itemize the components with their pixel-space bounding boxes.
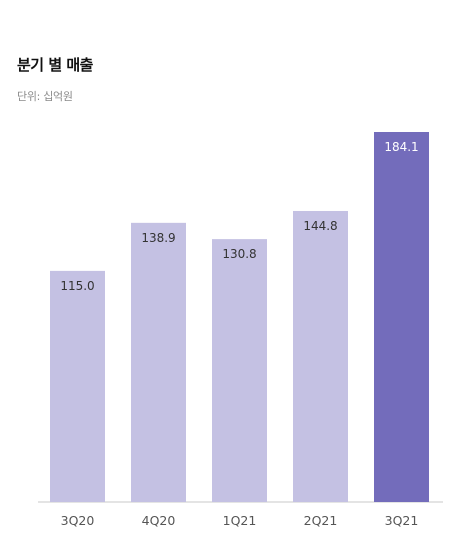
value-label-4Q20: 138.9 bbox=[141, 231, 175, 245]
value-label-2Q21: 144.8 bbox=[303, 219, 337, 233]
bar-2Q21 bbox=[293, 210, 348, 502]
bar-4Q20 bbox=[131, 222, 186, 503]
x-tick-label-3Q20: 3Q20 bbox=[61, 513, 95, 528]
chart-unit-subtitle: 단위: 십억원 bbox=[17, 90, 73, 103]
chart-title: 분기 별 매출 bbox=[17, 56, 93, 74]
x-tick-label-1Q21: 1Q21 bbox=[223, 513, 257, 528]
bars-group bbox=[50, 132, 429, 503]
x-tick-labels-group: 3Q20 4Q20 1Q21 2Q21 3Q21 bbox=[61, 513, 419, 528]
value-label-3Q20: 115.0 bbox=[60, 279, 94, 293]
x-tick-label-3Q21: 3Q21 bbox=[385, 513, 419, 528]
x-tick-label-2Q21: 2Q21 bbox=[304, 513, 338, 528]
value-label-3Q21: 184.1 bbox=[384, 140, 418, 154]
value-labels-group: 115.0 138.9 130.8 144.8 184.1 bbox=[60, 140, 418, 293]
x-tick-label-4Q20: 4Q20 bbox=[142, 513, 176, 528]
value-label-1Q21: 130.8 bbox=[222, 247, 256, 261]
bar-3Q20 bbox=[50, 270, 105, 502]
bar-3Q21 bbox=[374, 132, 429, 502]
bar-1Q21 bbox=[212, 239, 267, 502]
